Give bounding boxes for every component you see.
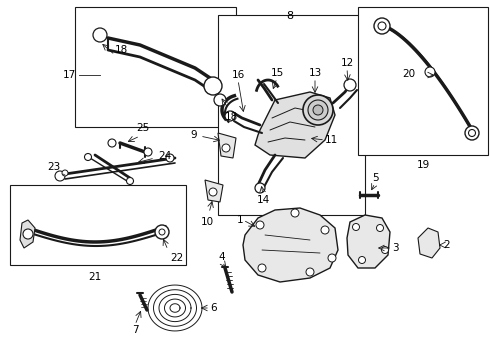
Circle shape [62,170,68,176]
Text: 9: 9 [191,130,197,140]
Circle shape [159,229,165,235]
Text: 1: 1 [236,215,243,225]
Text: 24: 24 [158,151,171,161]
Text: 17: 17 [63,70,76,80]
Circle shape [321,226,329,234]
Circle shape [255,183,265,193]
Circle shape [144,148,152,156]
Text: 20: 20 [402,69,415,79]
Circle shape [204,77,222,95]
Bar [75,7,236,127]
Text: 6: 6 [210,303,217,313]
Text: 12: 12 [341,58,354,68]
Text: 25: 25 [136,123,149,133]
Text: 3: 3 [392,243,399,253]
Text: 16: 16 [231,70,245,80]
Circle shape [126,177,133,185]
Circle shape [155,225,169,239]
Text: 11: 11 [325,135,338,145]
Polygon shape [418,228,440,258]
Circle shape [209,188,217,196]
Circle shape [425,67,435,77]
Text: 7: 7 [132,325,138,335]
Circle shape [352,224,360,230]
Circle shape [214,94,226,106]
Circle shape [308,100,328,120]
Circle shape [313,105,323,115]
Bar [358,7,488,155]
Polygon shape [20,220,35,248]
Circle shape [108,139,116,147]
Text: 5: 5 [372,173,378,183]
Circle shape [93,28,107,42]
Circle shape [166,154,174,162]
Text: 13: 13 [308,68,321,78]
Polygon shape [255,92,335,158]
Circle shape [306,268,314,276]
Circle shape [468,130,475,136]
Circle shape [344,79,356,91]
Text: 4: 4 [219,252,225,262]
Circle shape [258,264,266,272]
Circle shape [222,144,230,152]
Circle shape [382,247,389,253]
Text: 15: 15 [270,68,284,78]
Polygon shape [347,215,390,268]
Polygon shape [205,180,223,202]
Circle shape [225,111,235,121]
Polygon shape [218,133,236,158]
Text: 14: 14 [256,195,270,205]
Bar [10,185,186,265]
Text: 18: 18 [115,45,128,55]
Circle shape [84,153,92,161]
Text: 18: 18 [224,112,238,122]
Circle shape [291,209,299,217]
Text: 2: 2 [443,240,450,250]
Circle shape [374,18,390,34]
Text: 10: 10 [200,217,214,227]
Text: 19: 19 [416,160,430,170]
Circle shape [376,225,384,231]
Bar [218,15,365,215]
Circle shape [378,22,386,30]
Text: 22: 22 [170,253,183,263]
Circle shape [328,254,336,262]
Circle shape [23,229,33,239]
Circle shape [465,126,479,140]
Text: 21: 21 [88,272,101,282]
Circle shape [55,171,65,181]
Circle shape [359,256,366,264]
Circle shape [256,221,264,229]
Circle shape [303,95,333,125]
Polygon shape [243,208,338,282]
Text: 8: 8 [287,11,294,21]
Text: 23: 23 [47,162,60,172]
